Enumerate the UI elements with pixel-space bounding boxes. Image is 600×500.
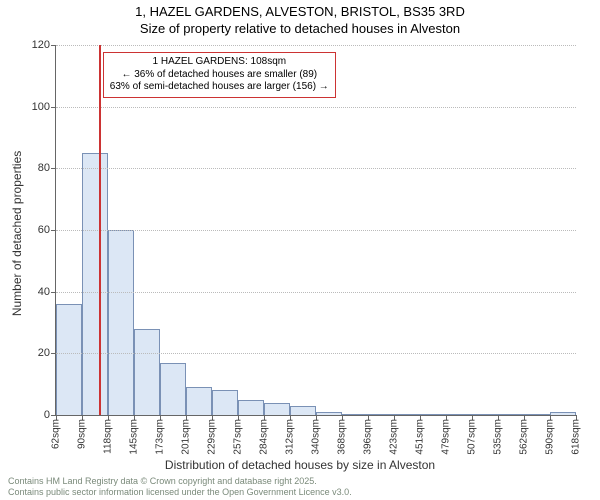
chart-container: 1, HAZEL GARDENS, ALVESTON, BRISTOL, BS3… <box>0 0 600 500</box>
histogram-bar <box>264 403 290 415</box>
xtick-label: 451sqm <box>415 419 426 455</box>
xtick-label: 590sqm <box>545 419 556 455</box>
xtick-label: 62sqm <box>51 419 62 449</box>
histogram-bar <box>368 414 394 415</box>
grid-line <box>56 45 576 46</box>
ytick-label: 20 <box>38 347 50 359</box>
reference-marker-line <box>99 45 101 415</box>
histogram-bar <box>56 304 82 415</box>
annotation-box: 1 HAZEL GARDENS: 108sqm← 36% of detached… <box>103 52 336 98</box>
xtick-label: 507sqm <box>467 419 478 455</box>
histogram-bar <box>134 329 160 415</box>
ytick-label: 120 <box>32 39 50 51</box>
y-axis-label: Number of detached properties <box>10 151 24 316</box>
ytick-label: 0 <box>44 409 50 421</box>
grid-line <box>56 107 576 108</box>
xtick-label: 173sqm <box>155 419 166 455</box>
histogram-bar <box>108 230 134 415</box>
ytick-mark <box>51 168 56 169</box>
ytick-mark <box>51 353 56 354</box>
xtick-label: 340sqm <box>311 419 322 455</box>
xtick-label: 562sqm <box>519 419 530 455</box>
histogram-bar <box>550 412 576 415</box>
xtick-label: 284sqm <box>259 419 270 455</box>
xtick-label: 118sqm <box>103 419 114 454</box>
annotation-line1: 1 HAZEL GARDENS: 108sqm <box>110 56 329 69</box>
histogram-bar <box>420 414 446 415</box>
xtick-label: 535sqm <box>493 419 504 455</box>
footer-attribution: Contains HM Land Registry data © Crown c… <box>8 476 352 498</box>
title-line1: 1, HAZEL GARDENS, ALVESTON, BRISTOL, BS3… <box>0 4 600 21</box>
histogram-bar <box>212 390 238 415</box>
xtick-label: 229sqm <box>207 419 218 455</box>
xtick-label: 618sqm <box>571 419 582 455</box>
ytick-mark <box>51 292 56 293</box>
xtick-label: 423sqm <box>389 419 400 455</box>
xtick-label: 396sqm <box>363 419 374 455</box>
annotation-line3: 63% of semi-detached houses are larger (… <box>110 81 329 94</box>
ytick-label: 100 <box>32 101 50 113</box>
histogram-bar <box>238 400 264 415</box>
xtick-label: 201sqm <box>181 419 192 455</box>
histogram-bar <box>524 414 550 415</box>
plot-area: 02040608010012062sqm90sqm118sqm145sqm173… <box>55 45 576 416</box>
ytick-mark <box>51 107 56 108</box>
xtick-label: 368sqm <box>337 419 348 455</box>
grid-line <box>56 230 576 231</box>
histogram-bar <box>446 414 472 415</box>
annotation-line2: ← 36% of detached houses are smaller (89… <box>110 69 329 82</box>
chart-title: 1, HAZEL GARDENS, ALVESTON, BRISTOL, BS3… <box>0 0 600 38</box>
histogram-bar <box>394 414 420 415</box>
histogram-bar <box>82 153 108 415</box>
ytick-mark <box>51 45 56 46</box>
grid-line <box>56 353 576 354</box>
footer-line2: Contains public sector information licen… <box>8 487 352 498</box>
histogram-bar <box>316 412 342 415</box>
grid-line <box>56 168 576 169</box>
footer-line1: Contains HM Land Registry data © Crown c… <box>8 476 352 487</box>
histogram-bar <box>498 414 524 415</box>
grid-line <box>56 292 576 293</box>
ytick-mark <box>51 230 56 231</box>
ytick-label: 40 <box>38 286 50 298</box>
ytick-label: 60 <box>38 224 50 236</box>
xtick-label: 479sqm <box>441 419 452 455</box>
xtick-label: 145sqm <box>129 419 140 455</box>
histogram-bar <box>472 414 498 415</box>
histogram-bar <box>186 387 212 415</box>
ytick-label: 80 <box>38 162 50 174</box>
xtick-label: 257sqm <box>233 419 244 455</box>
histogram-bar <box>290 406 316 415</box>
x-axis-label: Distribution of detached houses by size … <box>0 458 600 472</box>
title-line2: Size of property relative to detached ho… <box>0 21 600 38</box>
xtick-label: 312sqm <box>285 419 296 455</box>
histogram-bar <box>342 414 368 415</box>
xtick-label: 90sqm <box>77 419 88 449</box>
histogram-bar <box>160 363 186 415</box>
